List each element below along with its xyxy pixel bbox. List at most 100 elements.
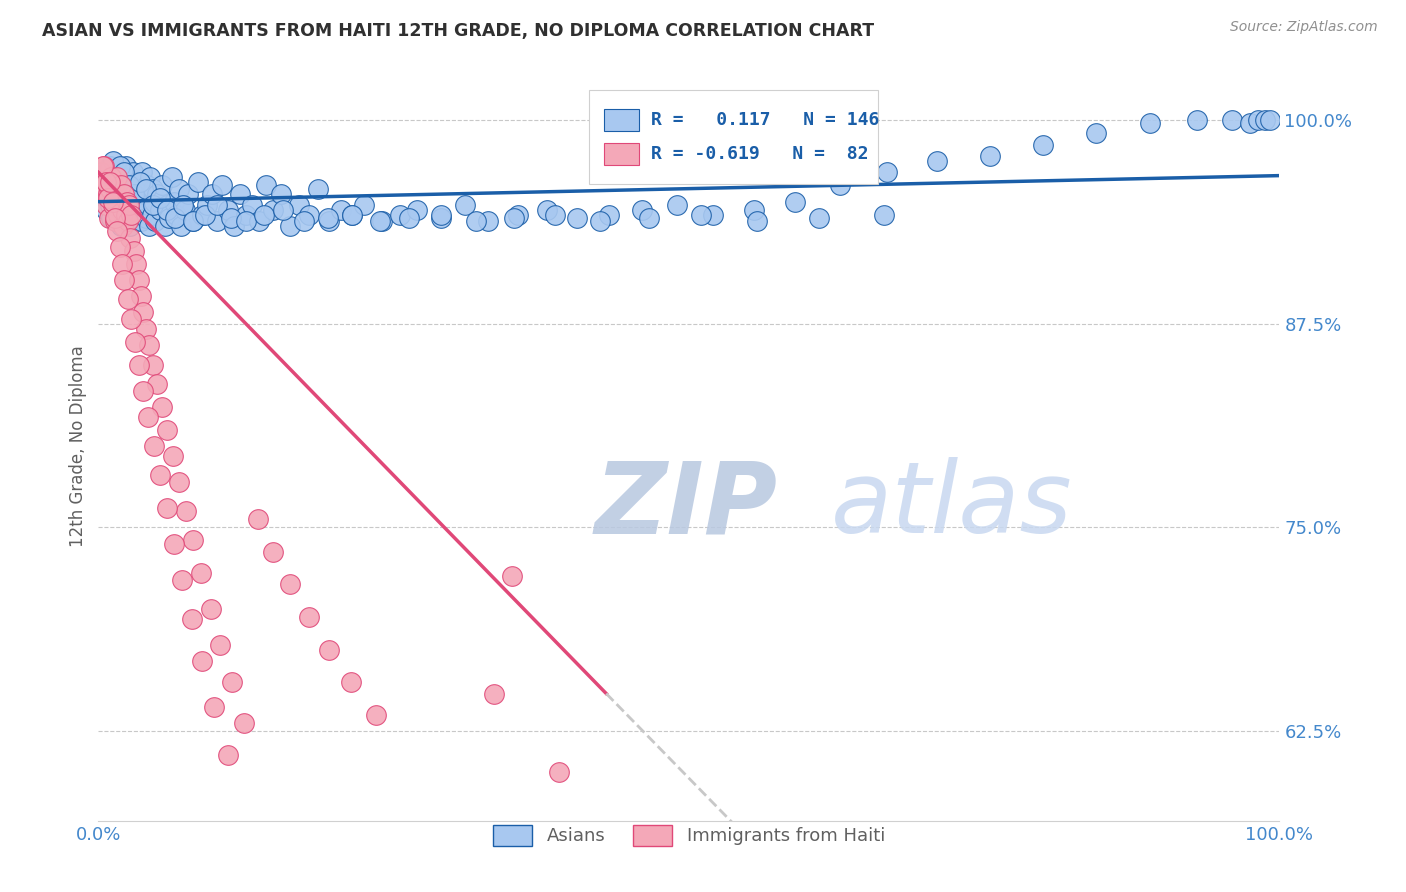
Point xyxy=(482,687,505,701)
Point xyxy=(108,202,131,217)
Point xyxy=(501,569,523,583)
Point xyxy=(173,202,195,217)
Point xyxy=(105,170,128,185)
Point xyxy=(229,186,252,201)
Text: R = -0.619   N =  82: R = -0.619 N = 82 xyxy=(651,145,869,162)
Point xyxy=(149,468,172,483)
Point xyxy=(97,186,120,201)
Text: ASIAN VS IMMIGRANTS FROM HAITI 12TH GRADE, NO DIPLOMA CORRELATION CHART: ASIAN VS IMMIGRANTS FROM HAITI 12TH GRAD… xyxy=(42,22,875,40)
Point xyxy=(132,202,155,217)
Point xyxy=(105,224,128,238)
Point xyxy=(163,537,186,551)
Point xyxy=(589,214,612,228)
Point xyxy=(406,202,429,217)
Point xyxy=(1247,113,1270,128)
Point xyxy=(122,202,145,217)
Point xyxy=(873,208,896,222)
Point xyxy=(118,178,141,193)
Point xyxy=(666,198,689,212)
Point xyxy=(142,194,165,209)
Point xyxy=(94,202,117,217)
Point xyxy=(1258,113,1281,128)
Point xyxy=(254,178,277,193)
Point xyxy=(122,244,145,258)
Point xyxy=(101,198,124,212)
Point xyxy=(117,186,139,201)
Point xyxy=(121,165,143,179)
Point xyxy=(544,208,567,222)
Point xyxy=(124,181,146,195)
Point xyxy=(1139,116,1161,130)
Point xyxy=(340,675,363,690)
Point xyxy=(142,198,165,212)
Point xyxy=(187,175,209,189)
FancyBboxPatch shape xyxy=(589,90,877,184)
Point xyxy=(120,230,142,244)
Point xyxy=(262,545,284,559)
Point xyxy=(156,202,179,217)
Point xyxy=(120,219,142,233)
Point xyxy=(453,198,475,212)
Point xyxy=(134,186,156,201)
Point xyxy=(91,186,114,201)
Point xyxy=(98,181,121,195)
Point xyxy=(117,214,139,228)
Point xyxy=(104,214,127,228)
Point xyxy=(135,181,157,195)
Point xyxy=(217,202,239,217)
Point xyxy=(195,198,218,212)
Point xyxy=(117,293,139,307)
Point xyxy=(91,159,114,173)
Point xyxy=(430,211,453,225)
Point xyxy=(181,214,204,228)
Point xyxy=(637,211,659,225)
Point xyxy=(105,186,128,201)
Point xyxy=(107,208,129,222)
Point xyxy=(271,202,294,217)
Point xyxy=(131,165,153,179)
Point xyxy=(170,219,193,233)
Point xyxy=(503,211,526,225)
Point xyxy=(142,181,165,195)
Point xyxy=(548,764,571,779)
Point xyxy=(111,170,134,185)
Point xyxy=(371,214,394,228)
Point xyxy=(98,175,121,189)
Point xyxy=(136,409,159,424)
Point xyxy=(105,178,128,193)
Point xyxy=(160,170,183,185)
Point xyxy=(104,194,127,209)
Point xyxy=(146,377,169,392)
Point xyxy=(157,211,180,225)
Point xyxy=(141,208,163,222)
Point xyxy=(108,159,131,173)
Point xyxy=(100,170,122,185)
Point xyxy=(129,289,152,303)
Point xyxy=(172,573,194,587)
Text: atlas: atlas xyxy=(831,458,1073,555)
Point xyxy=(142,439,165,453)
Point xyxy=(270,186,292,201)
Point xyxy=(128,273,150,287)
Point xyxy=(98,175,121,189)
Point xyxy=(167,475,190,489)
Point xyxy=(292,214,315,228)
Point xyxy=(114,159,136,173)
Point xyxy=(702,208,724,222)
Point xyxy=(127,175,149,189)
Point xyxy=(135,178,157,193)
Point xyxy=(108,240,131,254)
Point xyxy=(122,186,145,201)
Point xyxy=(630,202,652,217)
Point xyxy=(94,198,117,212)
Point xyxy=(201,186,224,201)
Point xyxy=(368,214,391,228)
Point xyxy=(138,219,160,233)
Point xyxy=(830,178,852,193)
Point xyxy=(247,214,270,228)
Point xyxy=(536,202,558,217)
Point xyxy=(143,214,166,228)
Point xyxy=(125,256,148,270)
Point xyxy=(156,423,179,437)
Point xyxy=(101,181,124,195)
